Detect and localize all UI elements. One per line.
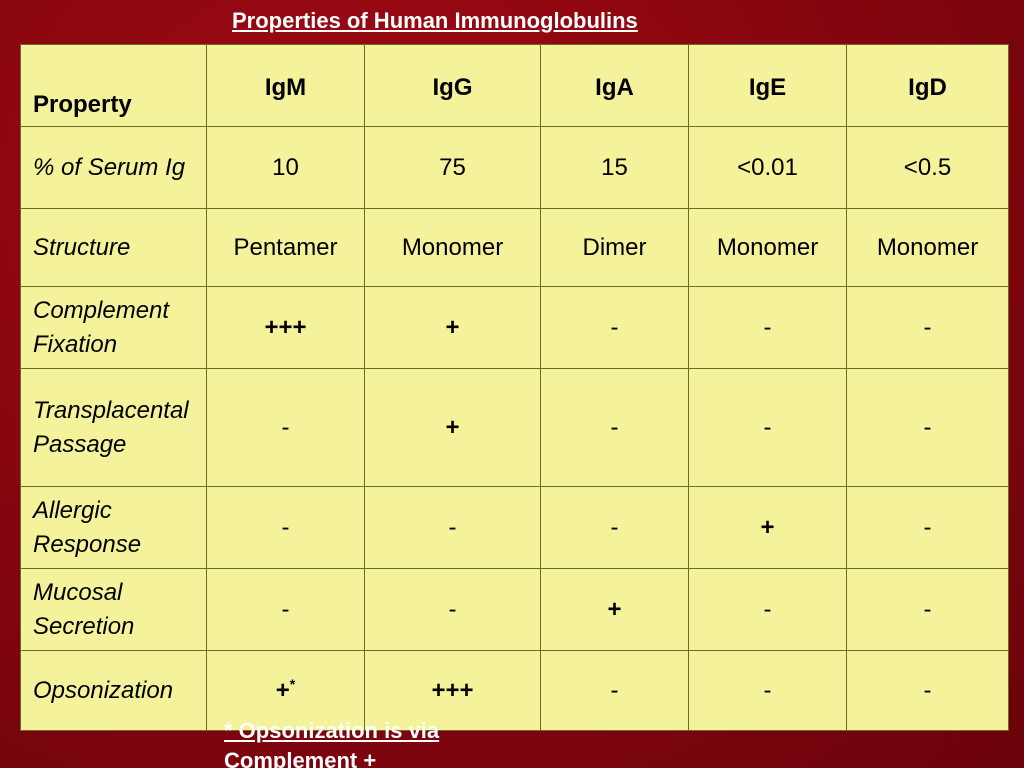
cell: Monomer (688, 208, 847, 287)
cell: +++ (364, 650, 541, 731)
table-row: Opsonization +* +++ - - - (20, 650, 1009, 731)
cell: + (540, 568, 689, 651)
table-row: Transplacental Passage - + - - - (20, 368, 1009, 487)
row-label: Complement Fixation (20, 286, 207, 369)
header-property: Property (20, 44, 207, 127)
header-ige: IgE (688, 44, 847, 127)
cell: Monomer (364, 208, 541, 287)
cell: - (206, 486, 365, 569)
cell: - (688, 368, 847, 487)
cell: + (364, 286, 541, 369)
table-row: Complement Fixation +++ + - - - (20, 286, 1009, 369)
immunoglobulin-table: Property IgM IgG IgA IgE IgD % of Serum … (20, 44, 1009, 731)
cell: - (846, 286, 1009, 369)
cell-value: + (275, 676, 290, 704)
cell: - (846, 368, 1009, 487)
row-label: Mucosal Secretion (20, 568, 207, 651)
cell: 10 (206, 126, 365, 209)
cell: + (364, 368, 541, 487)
cell: - (364, 486, 541, 569)
table-row: Structure Pentamer Monomer Dimer Monomer… (20, 208, 1009, 287)
cell: - (540, 486, 689, 569)
slide-title: Properties of Human Immunoglobulins (232, 8, 638, 33)
cell: - (540, 650, 689, 731)
cell: - (688, 286, 847, 369)
cell: Pentamer (206, 208, 365, 287)
cell: - (846, 486, 1009, 569)
cell: 15 (540, 126, 689, 209)
row-label: Allergic Response (20, 486, 207, 569)
table-row: Allergic Response - - - + - (20, 486, 1009, 569)
cell: - (540, 368, 689, 487)
table-row: % of Serum Ig 10 75 15 <0.01 <0.5 (20, 126, 1009, 209)
cell-with-mark: +* (206, 650, 365, 731)
table-row: Mucosal Secretion - - + - - (20, 568, 1009, 651)
cell: <0.5 (846, 126, 1009, 209)
cell: - (846, 650, 1009, 731)
row-label: Transplacental Passage (20, 368, 207, 487)
cell: - (846, 568, 1009, 651)
cell: - (688, 568, 847, 651)
cell: - (206, 368, 365, 487)
footnote-mark: * (289, 675, 296, 692)
cell: - (688, 650, 847, 731)
header-igd: IgD (846, 44, 1009, 127)
cell: - (206, 568, 365, 651)
cell: - (364, 568, 541, 651)
header-row: Property IgM IgG IgA IgE IgD (20, 44, 1009, 127)
row-label: Structure (20, 208, 207, 287)
row-label: % of Serum Ig (20, 126, 207, 209)
header-iga: IgA (540, 44, 689, 127)
row-label: Opsonization (20, 650, 207, 731)
cell: <0.01 (688, 126, 847, 209)
cell: Monomer (846, 208, 1009, 287)
cell: 75 (364, 126, 541, 209)
header-igg: IgG (364, 44, 541, 127)
cell: Dimer (540, 208, 689, 287)
cell: - (540, 286, 689, 369)
header-igm: IgM (206, 44, 365, 127)
cell: + (688, 486, 847, 569)
footnote: * Opsonization is via Complement + (224, 718, 440, 768)
cell: +++ (206, 286, 365, 369)
